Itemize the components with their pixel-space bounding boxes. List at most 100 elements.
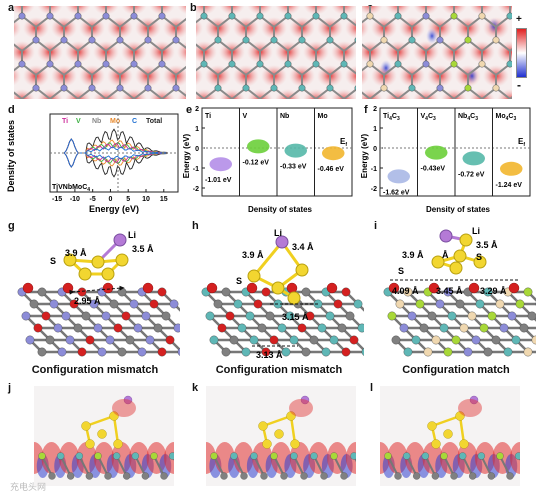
legend-v: V [76, 118, 81, 125]
dband-center [387, 169, 410, 184]
atom [403, 287, 413, 297]
atom [298, 84, 306, 92]
h-dist-4: 3.13 Å [256, 350, 283, 360]
y-tick-label: -2 [193, 186, 199, 193]
i-dist-1: 3.5 Å [476, 240, 498, 250]
charge-blob [14, 66, 21, 86]
atom [345, 311, 355, 321]
sulfur-atom [427, 421, 437, 431]
atom [289, 335, 299, 345]
atom [21, 311, 31, 321]
i-dist-6: 3.29 Å [480, 286, 507, 296]
column-name: Mo4C3 [496, 113, 517, 122]
oxygen-atom [246, 282, 258, 294]
atom [422, 12, 430, 20]
f-xlabel: Density of states [426, 205, 491, 214]
atom [422, 60, 430, 68]
atom [45, 335, 55, 345]
accumulation-region [164, 442, 174, 474]
oxygen-atom [62, 282, 74, 294]
atom [380, 36, 388, 44]
atom [261, 287, 271, 297]
sulfur-atom [443, 429, 453, 439]
bond [213, 455, 225, 477]
atom [285, 311, 295, 321]
atom [354, 85, 356, 91]
atom [492, 36, 500, 44]
atom [340, 12, 348, 20]
i-adsorbate [431, 229, 487, 275]
atom [506, 472, 514, 480]
bond [41, 455, 53, 477]
atom [354, 37, 356, 43]
atom [326, 84, 334, 92]
atom [395, 299, 405, 309]
bond [112, 415, 120, 445]
bond [14, 91, 23, 99]
i-li-label: Li [472, 226, 480, 236]
dband-value: -0.43eV [421, 166, 446, 173]
bond [424, 455, 437, 477]
sulfur-atom [85, 439, 95, 449]
bond [313, 455, 325, 477]
atom [169, 299, 179, 309]
atom [464, 84, 472, 92]
atom [515, 452, 520, 460]
atom [496, 452, 504, 460]
charge-blob [196, 41, 217, 63]
dband-center [500, 161, 523, 176]
bond [196, 43, 205, 52]
atom [228, 60, 236, 68]
atom [312, 12, 320, 20]
atom [240, 472, 248, 480]
atom [265, 311, 275, 321]
atom [74, 12, 82, 20]
legend-total: Total [146, 118, 162, 125]
atom [408, 36, 416, 44]
atom [415, 299, 425, 309]
atom [317, 323, 327, 333]
y-tick-label: 1 [195, 126, 199, 133]
h-caption: Configuration mismatch [215, 364, 343, 376]
atom [144, 36, 152, 44]
atom [333, 299, 343, 309]
bond [175, 17, 186, 28]
atom [125, 335, 135, 345]
atom [340, 472, 348, 480]
atom [233, 299, 243, 309]
panel-label-d: d [8, 104, 15, 116]
atom [121, 311, 131, 321]
panel-j-charge-diff [34, 386, 174, 486]
panel-k-charge-diff [206, 386, 356, 486]
atom [242, 36, 250, 44]
legend-nb: Nb [92, 118, 101, 125]
atom [169, 452, 174, 460]
atom [479, 323, 489, 333]
atom [200, 12, 208, 20]
bond [262, 414, 292, 428]
panel-label-a: a [8, 2, 15, 14]
atom [325, 311, 335, 321]
dband-value: -0.12 eV [243, 159, 270, 166]
atom [523, 287, 533, 297]
bond [134, 455, 147, 477]
atom [157, 347, 167, 357]
atom [237, 323, 247, 333]
bond [97, 455, 109, 477]
sulfur-atom [290, 439, 300, 449]
dband-center [209, 157, 232, 172]
atom [309, 335, 319, 345]
atom [221, 347, 231, 357]
g-dist-1: 3.9 Å [65, 248, 87, 258]
atom [492, 84, 500, 92]
panel-label-g: g [8, 220, 15, 232]
atom [511, 335, 521, 345]
atom [123, 472, 131, 480]
dband-center [462, 151, 485, 166]
sulfur-atom [262, 439, 272, 449]
sulfur-atom [109, 411, 119, 421]
atom [459, 452, 467, 460]
atom [487, 311, 497, 321]
atom [173, 323, 180, 333]
i-s2-label: S [476, 252, 482, 262]
